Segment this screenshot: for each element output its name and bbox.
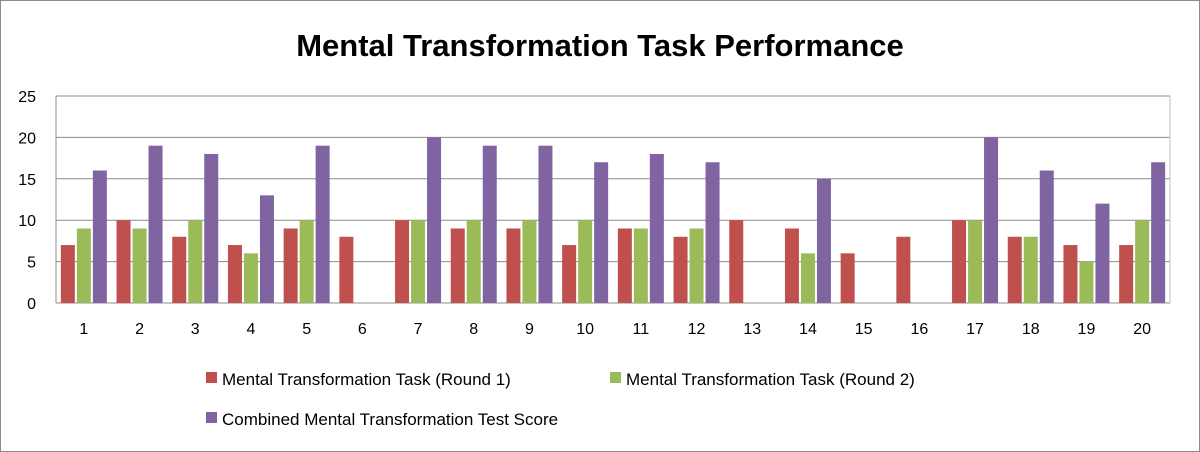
x-tick-label: 11 (633, 321, 650, 338)
bar (705, 162, 720, 303)
bar (299, 220, 314, 303)
x-tick-label: 13 (743, 321, 761, 338)
bar (148, 145, 163, 303)
bar (60, 245, 75, 303)
x-tick-label: 4 (246, 321, 255, 338)
x-tick-label: 6 (358, 321, 367, 338)
bar (506, 228, 521, 303)
bar (92, 170, 107, 303)
bar (1095, 203, 1110, 303)
bar (450, 228, 465, 303)
bar (522, 220, 537, 303)
bar (673, 236, 688, 303)
y-tick-label: 25 (18, 89, 36, 106)
bar (482, 145, 497, 303)
bar (1119, 245, 1134, 303)
bar (952, 220, 967, 303)
bar (800, 253, 815, 303)
bar (594, 162, 609, 303)
x-tick-label: 16 (910, 321, 928, 338)
bar (395, 220, 410, 303)
bar (1079, 261, 1094, 303)
bar (227, 245, 242, 303)
bar (538, 145, 553, 303)
bar (578, 220, 593, 303)
x-tick-label: 9 (525, 321, 534, 338)
y-tick-label: 15 (18, 172, 36, 189)
bar (411, 220, 426, 303)
bar (784, 228, 799, 303)
legend-label: Mental Transformation Task (Round 1) (222, 370, 511, 389)
bar (76, 228, 91, 303)
x-tick-label: 18 (1022, 321, 1040, 338)
legend-swatch (610, 372, 621, 383)
bar (649, 153, 664, 303)
bar (188, 220, 203, 303)
bar (427, 137, 442, 303)
bar (1039, 170, 1054, 303)
bar (1135, 220, 1150, 303)
x-tick-label: 14 (799, 321, 817, 338)
x-tick-label: 2 (135, 321, 144, 338)
legend-label: Mental Transformation Task (Round 2) (626, 370, 915, 389)
bar (243, 253, 258, 303)
bar (132, 228, 147, 303)
x-tick-label: 1 (79, 321, 88, 338)
x-tick-label: 12 (688, 321, 706, 338)
bar (840, 253, 855, 303)
bar (204, 153, 219, 303)
bar (816, 178, 831, 303)
x-tick-label: 19 (1078, 321, 1096, 338)
x-tick-label: 8 (469, 321, 478, 338)
bar (984, 137, 999, 303)
legend-label: Combined Mental Transformation Test Scor… (222, 410, 558, 429)
x-tick-label: 10 (576, 321, 594, 338)
x-tick-label: 17 (966, 321, 984, 338)
y-tick-label: 10 (18, 213, 36, 230)
bar (633, 228, 648, 303)
bar (116, 220, 131, 303)
chart-title: Mental Transformation Task Performance (296, 28, 904, 63)
bar (689, 228, 704, 303)
x-tick-label: 5 (302, 321, 311, 338)
x-tick-label: 3 (191, 321, 200, 338)
legend-swatch (206, 412, 217, 423)
x-tick-label: 15 (855, 321, 873, 338)
bar (1063, 245, 1078, 303)
y-tick-label: 0 (27, 296, 36, 313)
bar (315, 145, 330, 303)
bar (729, 220, 744, 303)
bar (339, 236, 354, 303)
bar (1007, 236, 1022, 303)
bar (1151, 162, 1166, 303)
bar (259, 195, 274, 303)
bar (562, 245, 577, 303)
bar (283, 228, 298, 303)
bar (172, 236, 187, 303)
y-tick-label: 20 (18, 130, 36, 147)
legend-swatch (206, 372, 217, 383)
bar (968, 220, 983, 303)
bar (896, 236, 911, 303)
bar (617, 228, 632, 303)
bar (1023, 236, 1038, 303)
x-tick-label: 7 (414, 321, 423, 338)
x-tick-label: 20 (1133, 321, 1151, 338)
bar (466, 220, 481, 303)
y-tick-label: 5 (27, 255, 36, 272)
